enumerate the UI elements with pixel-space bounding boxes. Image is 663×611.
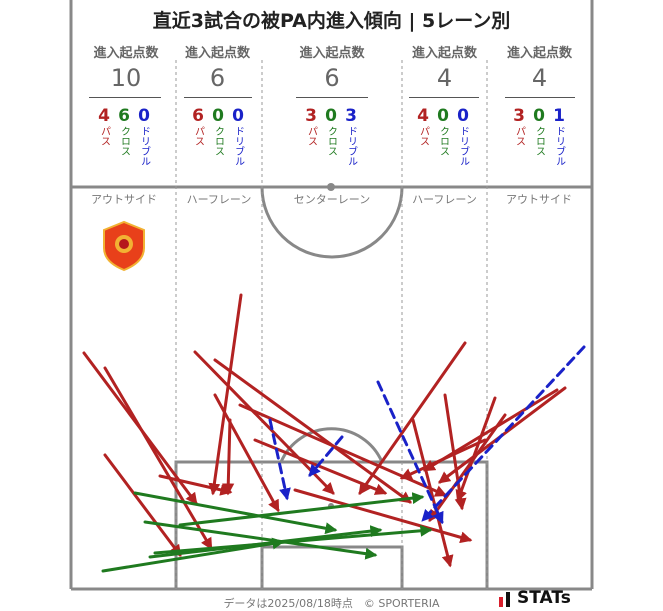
pass-arrow [158,474,233,496]
pass-arrows [82,293,567,568]
lane-3-header: 進入起点数 [299,46,365,61]
pass-arrow [253,438,388,495]
lane-5-total: 4 [531,64,548,92]
lane-1-divider [89,97,161,98]
lane-4-divider [409,97,479,98]
cross-arrow [133,491,338,535]
lane-5-cross-count: 0 [533,106,545,126]
dribble-label: ドリブル [138,126,150,166]
lane-4-dribble-count: 0 [457,106,469,126]
stats-logo-icon [499,592,510,607]
dribble-label: ドリブル [232,126,244,166]
lane-4-header: 進入起点数 [411,46,477,61]
dribble-arrow [268,418,291,501]
pass-arrow [213,393,280,513]
lane-5-divider [505,97,575,98]
lane-3-pass-count: 3 [305,106,317,126]
lane-2-cross-count: 0 [212,106,224,126]
dribble-arrow [376,380,444,525]
pass-arrow [455,396,497,503]
pass-arrow [399,438,487,480]
lane-1-pass-count: 4 [98,106,110,126]
dribble-label: ドリブル [553,126,565,166]
pass-label: パス [98,126,110,146]
pass-arrow [103,366,213,551]
pass-arrow [208,293,243,496]
team-crest-icon [103,220,145,272]
pass-arrow [213,358,412,504]
cross-arrow [153,524,433,555]
lane-5-name: アウトサイド [506,193,572,206]
lane-3-total: 6 [324,64,340,92]
cross-label: クロス [118,126,130,156]
lane-4-total: 4 [436,64,453,92]
lane-2-dribble-count: 0 [232,106,244,126]
cross-arrow [101,537,285,573]
pass-arrow [103,453,182,557]
cross-label: クロス [325,126,337,156]
pass-arrow [428,413,507,522]
lane-5-header: 進入起点数 [506,46,572,61]
lane-3-name: センターレーン [293,193,371,206]
pass-arrow [411,418,454,568]
lane-1-header: 進入起点数 [93,46,159,61]
lane-1-total: 10 [110,64,142,92]
cross-label: クロス [437,126,449,156]
pass-arrow [238,403,448,497]
cross-label: クロス [533,126,545,156]
pass-arrow [358,341,467,495]
lane-1-name: アウトサイド [91,193,157,206]
footer-credit: データは2025/08/18時点 © SPORTERIA [223,597,440,610]
lane-2-name: ハーフレーン [186,193,252,206]
cross-arrows [101,491,433,573]
pass-label: パス [192,126,204,146]
lane-2-total: 6 [209,64,226,92]
lane-5-dribble-count: 1 [553,106,565,126]
page-title: 直近3試合の被PA内進入傾向 | 5レーン別 [152,10,511,32]
lane-4-pass-count: 4 [417,106,429,126]
dribble-arrows [268,345,586,525]
cross-arrow [143,520,378,560]
lane-3-divider [296,97,368,98]
brand-logo-text: STATs [517,588,571,608]
lane-3-dribble-count: 3 [345,106,357,126]
cross-label: クロス [212,126,224,156]
pass-label: パス [417,126,429,146]
lane-1-dribble-count: 0 [138,106,150,126]
dribble-arrow [308,435,344,477]
lane-1-cross-count: 6 [118,106,130,126]
lane-3-cross-count: 0 [325,106,337,126]
pass-label: パス [305,126,317,146]
lane-2-divider [184,97,252,98]
dribble-label: ドリブル [457,126,469,166]
dribble-arrow [421,345,586,522]
lane-2-pass-count: 6 [192,106,204,126]
lane-5-pass-count: 3 [513,106,525,126]
cross-arrow [178,492,425,527]
pass-label: パス [513,126,525,146]
dribble-label: ドリブル [345,126,357,166]
lane-4-cross-count: 0 [437,106,449,126]
pass-arrow [222,418,235,496]
lane-2-header: 進入起点数 [184,46,250,61]
lane-4-name: ハーフレーン [412,193,477,206]
